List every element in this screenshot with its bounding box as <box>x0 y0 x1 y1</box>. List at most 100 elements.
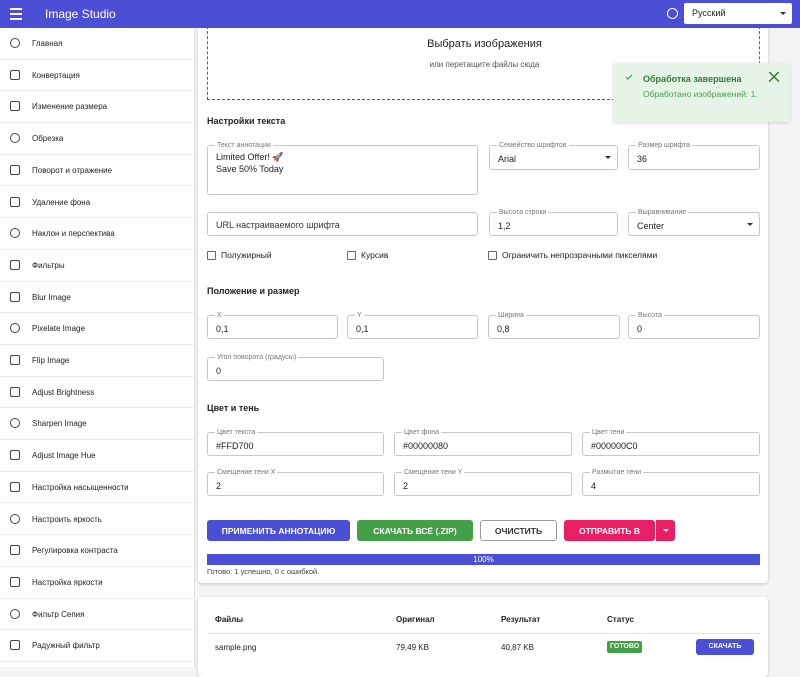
nav-item[interactable]: Настроить яркость <box>0 504 195 536</box>
nav-icon <box>10 608 20 619</box>
nav-label: Главная <box>32 39 63 48</box>
field-label: Смещение тени Y <box>402 468 465 477</box>
nav-item[interactable]: Фильтр Сепия <box>0 599 195 631</box>
language-value: Русский <box>692 8 726 18</box>
field-label: Цвет тени <box>590 428 627 437</box>
field-label: Высота строки <box>497 208 549 217</box>
nav-icon <box>10 545 20 556</box>
text-field[interactable]: Угол поворота (градусы) 0 <box>207 353 384 381</box>
field-value: #00000080 <box>403 441 449 451</box>
nav-label: Радужный фильтр <box>32 641 100 651</box>
nav-label: Фильтры <box>32 260 65 270</box>
nav-icon <box>10 196 20 207</box>
text-field[interactable]: Семейство шрифтов Arial <box>489 141 618 170</box>
nav-item[interactable]: Blur Image <box>0 282 195 314</box>
text-field[interactable]: Размер шрифта 36 <box>628 141 760 170</box>
close-button[interactable] <box>769 72 779 82</box>
field-value: 0,8 <box>497 324 510 334</box>
text-field[interactable]: Высота строки 1,2 <box>489 208 618 236</box>
download-button[interactable]: СКАЧАТЬ <box>696 639 754 655</box>
section-heading: Цвет и тень <box>207 403 260 413</box>
section-heading: Положение и размер <box>207 286 300 296</box>
nav-item[interactable]: Adjust Image Hue <box>0 440 195 472</box>
download-zip-button[interactable]: СКАЧАТЬ ВСЁ (.ZIP) <box>357 520 473 541</box>
nav-item[interactable]: Регулировка контраста <box>0 535 195 567</box>
table-cell: 79,49 KB <box>396 643 429 652</box>
nav-item[interactable]: Главная <box>0 28 195 60</box>
progress-label: 100% <box>473 555 494 564</box>
text-field[interactable]: X 0,1 <box>207 311 338 339</box>
nav-item[interactable]: Изменение размера <box>0 91 195 124</box>
send-dropdown[interactable] <box>655 520 675 541</box>
app-title: Image Studio <box>45 7 116 21</box>
nav-item[interactable]: Удаление фона <box>0 187 195 219</box>
table-divider <box>207 633 760 634</box>
nav-item[interactable]: Sharpen Image <box>0 408 195 441</box>
nav-icon <box>10 450 20 461</box>
nav-item[interactable]: Настройка насыщенности <box>0 472 195 504</box>
field-value: 1,2 <box>498 221 511 231</box>
text-field[interactable]: Смещение тени Y 2 <box>394 468 572 496</box>
text-field[interactable]: Высота 0 <box>628 311 760 339</box>
menu-button[interactable] <box>10 8 22 20</box>
text-field[interactable]: Цвет текста #FFD700 <box>207 428 384 456</box>
results-card: Файлы Оригинал Результат Статус sample.png 79… <box>198 597 768 677</box>
nav-item[interactable]: Flip Image <box>0 345 195 377</box>
table-cell: sample.png <box>215 643 257 652</box>
field-value: #000000C0 <box>591 441 638 451</box>
text-field[interactable]: Выравнивание Center <box>628 208 760 236</box>
text-field[interactable]: URL настраиваемого шрифта <box>207 212 478 236</box>
toast-title: Обработка завершена <box>643 74 742 84</box>
field-value: 4 <box>591 481 597 491</box>
section-heading: Настройки текста <box>207 116 286 126</box>
nav-icon <box>10 101 20 112</box>
text-field[interactable]: Ширина 0,8 <box>488 311 620 339</box>
nav-icon <box>10 513 20 524</box>
text-field[interactable]: Текст аннотации Limited Offer! 🚀 Save 50%… <box>207 141 478 195</box>
field-value: 36 <box>637 154 648 164</box>
nav-label: Регулировка контраста <box>32 546 118 556</box>
nav-item[interactable]: Поворот и отражение <box>0 155 195 187</box>
checkbox[interactable] <box>488 251 497 260</box>
field-label: Цвет фона <box>402 428 442 437</box>
app-bar: Image Studio Русский <box>0 0 800 28</box>
text-field[interactable]: Цвет тени #000000C0 <box>582 428 760 456</box>
nav-icon <box>10 355 20 365</box>
nav-icon <box>10 228 20 239</box>
checkbox[interactable] <box>207 251 216 260</box>
nav-item[interactable]: Фильтры <box>0 250 195 282</box>
nav-item[interactable]: Радужный фильтр <box>0 630 195 662</box>
nav-item[interactable]: Adjust Brightness <box>0 377 195 409</box>
nav-item[interactable]: Наклон и перспектива <box>0 218 195 250</box>
field-label: Размер шрифта <box>636 141 693 150</box>
checkbox-label: Полужирный <box>221 250 272 260</box>
nav-item[interactable]: Конвертация <box>0 60 195 92</box>
nav-label: Pixelate Image <box>32 324 85 334</box>
nav-item[interactable]: Настройка яркости <box>0 567 195 599</box>
field-value: 0 <box>216 366 222 376</box>
apply-button[interactable]: ПРИМЕНИТЬ АННОТАЦИЮ <box>207 520 350 541</box>
nav-label: Удаление фона <box>32 197 91 207</box>
checkbox[interactable] <box>347 251 356 260</box>
dropzone-hint: или перетащите файлы сюда <box>429 60 540 69</box>
language-select[interactable]: Русский <box>684 3 792 24</box>
clear-button[interactable]: ОЧИСТИТЬ <box>480 520 557 541</box>
globe-icon[interactable] <box>667 8 678 19</box>
dropdown-arrow <box>663 529 669 535</box>
status-chip: ГОТОВО <box>607 641 643 653</box>
send-button[interactable]: ОТПРАВИТЬ В <box>564 520 655 541</box>
checkbox-label: Ограничить непрозрачными пикселями <box>502 250 658 260</box>
nav-icon <box>10 481 20 492</box>
text-field[interactable]: Смещение тени X 2 <box>207 468 384 496</box>
text-field[interactable]: Y 0,1 <box>347 311 478 339</box>
text-field[interactable]: Размытие тени 4 <box>582 468 760 496</box>
nav-label: Фильтр Сепия <box>32 609 85 619</box>
nav-item[interactable]: Обрезка <box>0 123 195 155</box>
nav-item[interactable]: Pixelate Image <box>0 313 195 345</box>
text-field[interactable]: Цвет фона #00000080 <box>394 428 572 456</box>
nav-icon <box>10 164 20 175</box>
field-label: Цвет текста <box>215 428 258 437</box>
button-label: ПРИМЕНИТЬ АННОТАЦИЮ <box>221 525 336 536</box>
nav-icon <box>10 386 20 397</box>
nav-label: Обрезка <box>32 134 64 144</box>
